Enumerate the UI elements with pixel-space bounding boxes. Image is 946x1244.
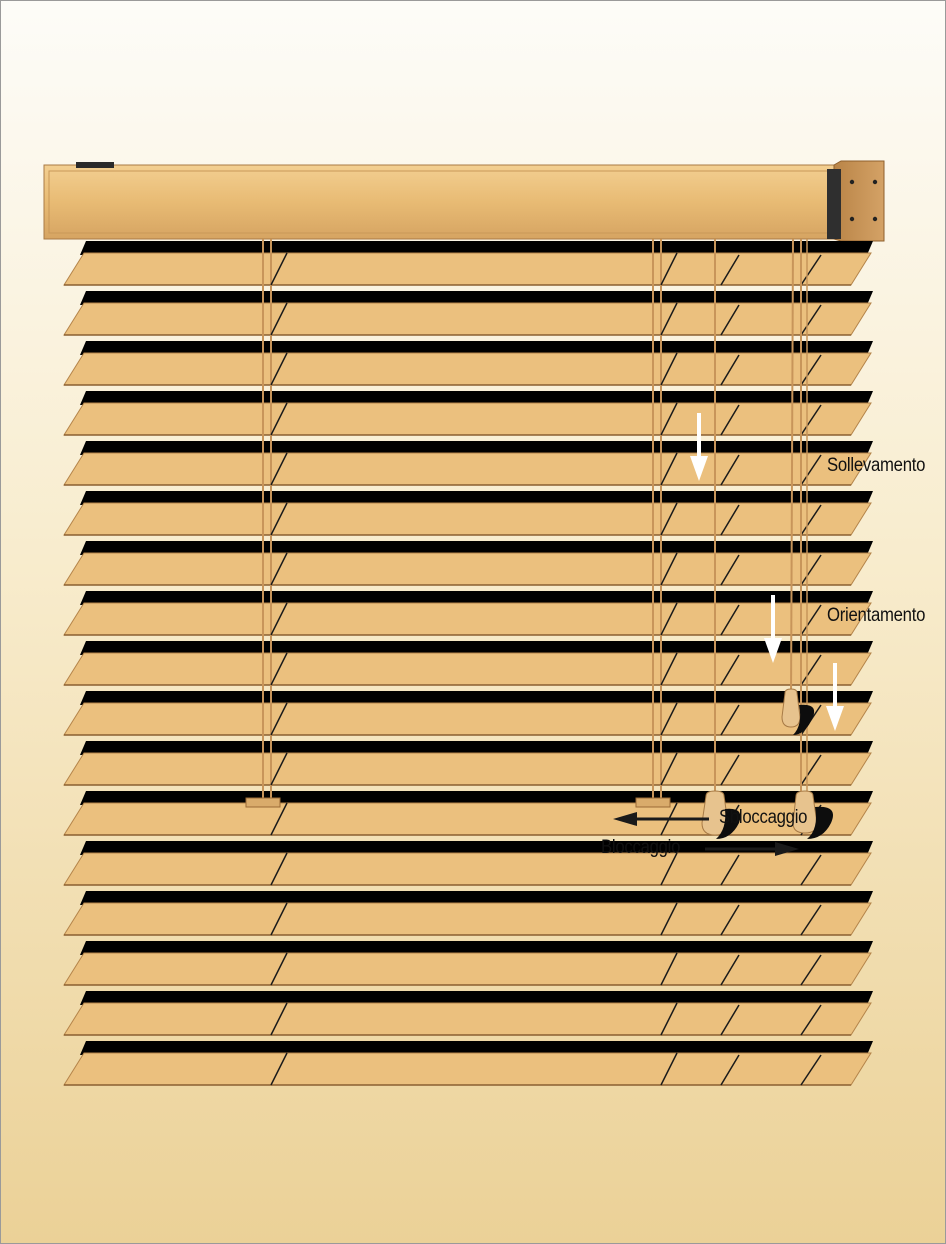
unlock-arrow [613,812,709,826]
ladder-rung [270,702,288,736]
ladder-rung [270,652,288,686]
slat [63,941,873,986]
slat [63,891,873,936]
ladder-rung [660,252,678,286]
ladder-rung [660,502,678,536]
slat [63,541,873,586]
headrail [43,160,885,242]
tilt-cord-tassel-right[interactable] [792,790,833,839]
slat [63,491,873,536]
ladder-rung [660,1002,678,1036]
ladder-rung [270,952,288,986]
ladder-rung [660,902,678,936]
slat [63,241,873,286]
ladder-rung [270,902,288,936]
unlock-label: Sbloccaggio [719,807,808,828]
tilt-arrow-left [764,595,782,663]
ladder-rung [270,402,288,436]
slats-group [63,241,873,1086]
bottom-clips [245,797,671,808]
ladder-rung [660,702,678,736]
ladder-rung [660,602,678,636]
ladder-rung [270,602,288,636]
ladder-rung [660,352,678,386]
ladder-cords [262,239,678,1086]
slat [63,691,873,736]
ladder-rung [660,452,678,486]
ladder-rung [270,552,288,586]
slat [63,291,873,336]
ladder-rung [660,752,678,786]
slat [63,991,873,1036]
ladder-rung [660,652,678,686]
tilt-cord-tassel-left[interactable] [781,688,815,735]
ladder-rung [270,502,288,536]
ladder-rung [270,852,288,886]
ladder-rung [270,452,288,486]
lock-label: Bloccaggio [601,837,681,858]
lift-arrow [690,413,708,481]
ladder-rung [660,302,678,336]
ladder-rung [270,1052,288,1086]
tilt-label: Orientamento [827,605,926,626]
ladder-rung [660,1052,678,1086]
ladder-rung [270,352,288,386]
ladder-rung [270,252,288,286]
lift-cord-tassel[interactable] [701,790,741,839]
ladder-rung [660,552,678,586]
lift-label: Sollevamento [827,455,926,476]
slat [63,341,873,386]
ladder-rung [660,402,678,436]
slat [63,641,873,686]
slat [63,591,873,636]
slat [63,391,873,436]
lock-arrow [705,842,799,856]
ladder-rung [660,952,678,986]
ladder-rung [270,752,288,786]
ladder-rung [660,852,678,886]
ladder-rung [270,1002,288,1036]
ladder-rung [270,302,288,336]
tilt-arrow-right [826,663,844,731]
ladder-rung [270,802,288,836]
slat [63,1041,873,1086]
slat [63,741,873,786]
slat [63,441,873,486]
slat [63,841,873,886]
